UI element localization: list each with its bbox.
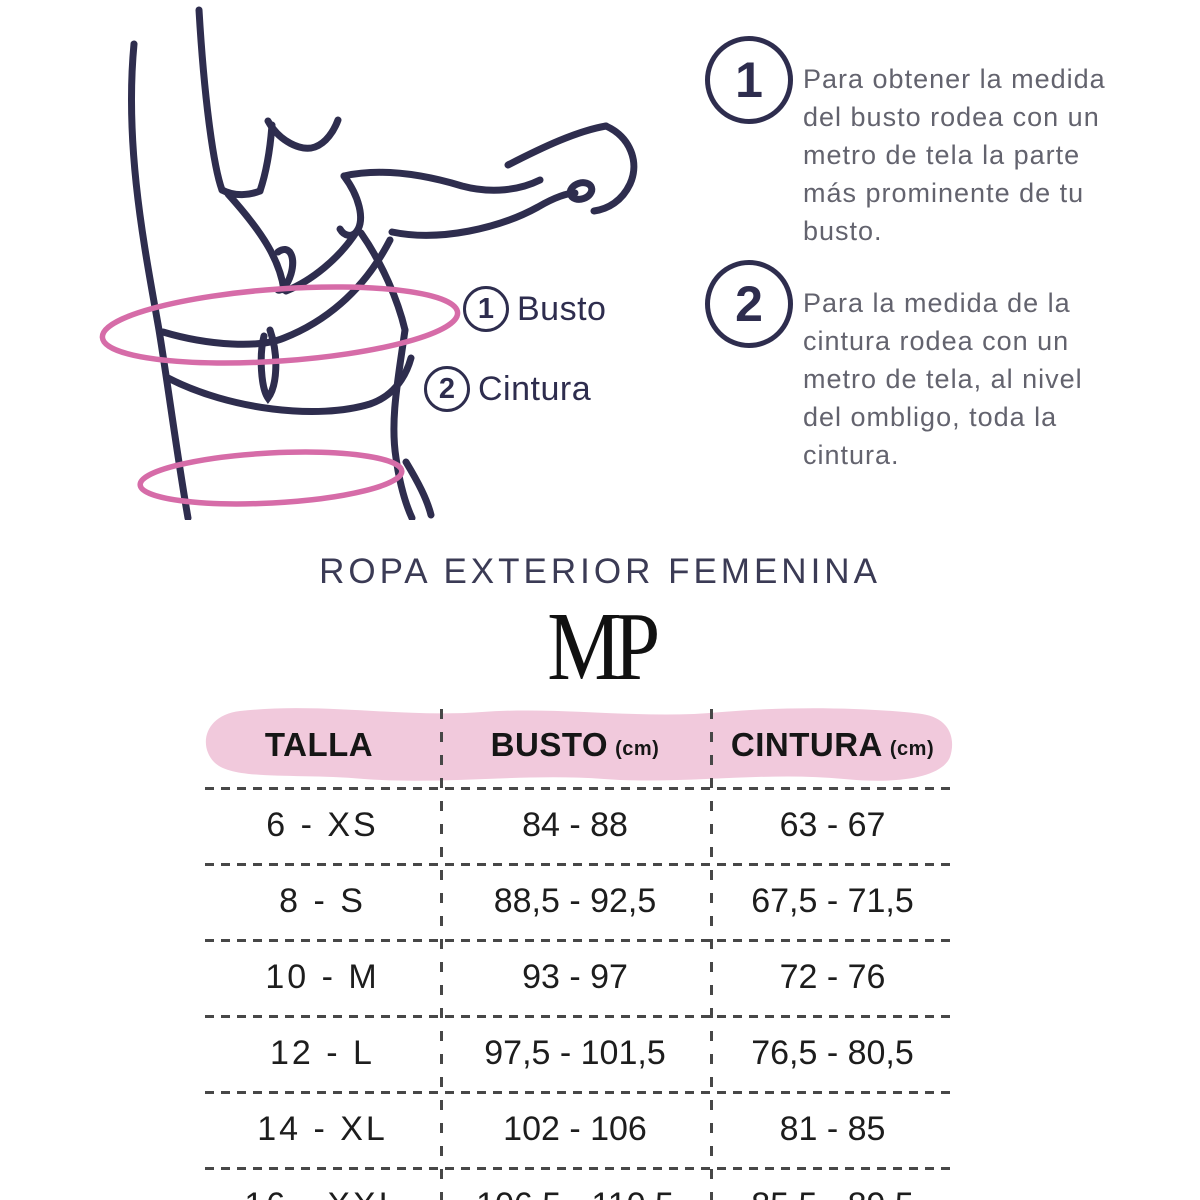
cell-busto: 97,5 - 101,5 [484, 1033, 666, 1072]
cell-talla: 6 - XS [266, 805, 379, 844]
waist-label-text: Cintura [478, 369, 592, 408]
header-talla-label: TALLA [264, 726, 374, 763]
header-cintura-unit: (cm) [889, 737, 935, 760]
cell-busto: 88,5 - 92,5 [493, 881, 657, 920]
row-divider [205, 1091, 955, 1094]
cell-talla: 14 - XL [257, 1109, 388, 1148]
cell-talla: 12 - L [270, 1033, 375, 1072]
header-busto-unit: (cm) [615, 737, 660, 760]
header-busto-label: BUSTO [490, 726, 609, 763]
cell-busto: 84 - 88 [522, 805, 628, 844]
row-divider [205, 1167, 955, 1170]
waist-measure-ellipse [137, 449, 405, 507]
table-row: 16 - XXL 106,5 - 110,5 85,5 - 89,5 [205, 1167, 955, 1200]
cell-cintura: 63 - 67 [779, 805, 886, 844]
table-row: 8 - S 88,5 - 92,5 67,5 - 71,5 [205, 863, 955, 939]
waist-number-badge: 2 [424, 366, 470, 412]
torso-line-art-illustration [99, 6, 638, 520]
table-row: 10 - M 93 - 97 72 - 76 [205, 939, 955, 1015]
step-2-text: Para la medida de la cintura rodea con u… [803, 288, 1083, 470]
header-busto: BUSTO (cm) [440, 703, 710, 787]
waist-label: 2 Cintura [424, 366, 591, 412]
step-2-badge: 2 [705, 260, 793, 348]
cell-cintura: 76,5 - 80,5 [751, 1033, 914, 1072]
table-row: 12 - L 97,5 - 101,5 76,5 - 80,5 [205, 1015, 955, 1091]
brand-logo: MP [547, 593, 660, 701]
cell-talla: 8 - S [279, 881, 366, 920]
cell-talla: 16 - XXL [205, 1167, 440, 1200]
table-row: 6 - XS 84 - 88 63 - 67 [205, 787, 955, 863]
cell-busto: 102 - 106 [503, 1109, 647, 1148]
bust-label: 1 Busto [463, 286, 606, 332]
column-divider-2 [710, 709, 713, 1200]
row-divider [205, 863, 955, 866]
step-1-badge: 1 [705, 36, 793, 124]
header-talla: TALLA [205, 703, 440, 787]
cell-cintura: 72 - 76 [779, 957, 886, 996]
instruction-step-1: 1 Para obtener la medida del busto rodea… [705, 36, 1108, 250]
bust-measure-ellipse [99, 284, 461, 366]
bust-number-badge: 1 [463, 286, 509, 332]
cell-cintura: 81 - 85 [779, 1109, 886, 1148]
cell-cintura: 67,5 - 71,5 [751, 881, 914, 920]
step-1-text: Para obtener la medida del busto rodea c… [803, 64, 1106, 246]
section-title: ROPA EXTERIOR FEMENINA [319, 552, 881, 591]
cell-cintura: 85,5 - 89,5 [710, 1167, 955, 1200]
cell-talla: 10 - M [265, 957, 380, 996]
bust-label-text: Busto [517, 289, 607, 328]
size-table: TALLA BUSTO (cm) CINTURA (cm) 6 - XS 84 … [205, 703, 955, 1200]
header-cintura-label: CINTURA [730, 726, 883, 763]
column-divider-1 [440, 709, 443, 1200]
table-header-row: TALLA BUSTO (cm) CINTURA (cm) [205, 703, 955, 787]
row-divider [205, 787, 955, 790]
cell-busto: 93 - 97 [522, 957, 628, 996]
row-divider [205, 939, 955, 942]
header-cintura: CINTURA (cm) [710, 703, 955, 787]
cell-busto: 106,5 - 110,5 [440, 1167, 710, 1200]
table-header-band [205, 708, 953, 781]
table-row: 14 - XL 102 - 106 81 - 85 [205, 1091, 955, 1167]
row-divider [205, 1015, 955, 1018]
instruction-step-2: 2 Para la medida de la cintura rodea con… [705, 260, 1108, 474]
